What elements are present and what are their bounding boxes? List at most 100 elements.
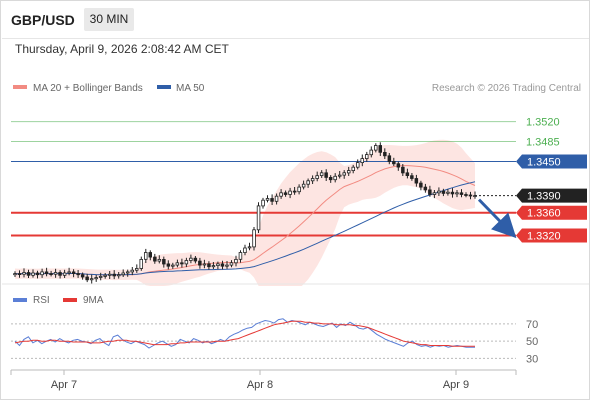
candle-body (108, 273, 112, 276)
resistance-level-label: 1.3520 (526, 117, 560, 129)
bollinger-bands (15, 139, 475, 286)
ma50-legend-swatch (157, 85, 171, 89)
price-levels (11, 121, 516, 237)
candle-body (180, 262, 184, 265)
candle-body (437, 190, 441, 194)
candle-body (171, 264, 175, 267)
candle-body (319, 172, 324, 177)
candle-body (139, 258, 143, 269)
candle-body (117, 274, 121, 277)
candle-body (383, 151, 387, 157)
candle-body (44, 271, 49, 274)
candle-body (351, 166, 355, 171)
timeframe-button[interactable]: 30 MIN (84, 8, 134, 31)
candle-body (121, 272, 126, 276)
ma20-legend-swatch (13, 85, 27, 89)
candle-body (103, 274, 107, 277)
candle-body (333, 175, 337, 181)
candle-body (414, 178, 419, 184)
candle-body (198, 260, 202, 266)
price-level-labels: 1.3520 1.3485 1.3450 1.3390 1.3360 1.3320 (516, 117, 587, 243)
candle-body (189, 257, 193, 261)
candle-body (130, 269, 134, 273)
candle-body (432, 192, 437, 195)
candle-body (13, 273, 17, 276)
rsi-tick-labels: 70 50 30 (526, 319, 538, 366)
candle-body (387, 155, 392, 162)
candle-body (441, 190, 446, 194)
candle-body (261, 199, 265, 207)
candle-body (35, 272, 40, 276)
rsi-grid (11, 323, 516, 359)
candle-body (193, 257, 198, 262)
candle-body (315, 175, 319, 179)
candle-body (238, 252, 243, 260)
support-level-tag (516, 205, 587, 220)
candle-body (378, 145, 382, 153)
candle-body (455, 192, 459, 195)
candle-body (410, 175, 414, 179)
candle-body (428, 189, 432, 195)
candle-body (292, 190, 297, 193)
candle-body (112, 273, 117, 277)
candle-body (342, 172, 346, 176)
rsi-tick-label: 50 (526, 336, 538, 348)
current-price-label: 1.3390 (527, 191, 561, 203)
candle-body (360, 158, 364, 164)
candle-body (279, 192, 283, 197)
candle-body (265, 198, 270, 201)
projection-arrow-line (477, 198, 517, 239)
candle-body (162, 258, 166, 265)
candle-body (80, 274, 85, 278)
candle-body (134, 268, 139, 271)
x-tick-label: Apr 9 (443, 379, 469, 391)
candle-body (26, 272, 31, 276)
resistance-level-label: 1.3485 (526, 137, 560, 149)
ma20-legend-label: MA 20 + Bollinger Bands (33, 83, 143, 94)
credit-label: Research © 2026 Trading Central (432, 83, 581, 94)
candle-body (211, 265, 216, 268)
candle-body (229, 262, 234, 266)
candle-body (71, 271, 76, 274)
candle-body (306, 180, 310, 185)
support-level-label: 1.3320 (527, 231, 561, 243)
candle-body (98, 275, 103, 278)
header-divider (2, 38, 589, 39)
candle-body (225, 264, 229, 267)
candle-body (373, 145, 378, 151)
candle-body (207, 263, 211, 268)
rsi-tick-label: 30 (526, 353, 538, 365)
candle-body (166, 263, 171, 267)
candle-body (252, 229, 256, 248)
candle-body (270, 198, 274, 202)
bollinger-band-area (15, 139, 475, 286)
pivot-level-label: 1.3450 (527, 157, 561, 169)
rsi-line (14, 318, 475, 349)
projection-arrow (477, 198, 517, 239)
candle-body (234, 258, 238, 264)
support-level-tag (516, 228, 587, 243)
candle-body (58, 272, 62, 276)
candle-body (283, 192, 288, 195)
rsi-legend: RSI 9MA (13, 295, 104, 306)
candle-body (40, 271, 44, 276)
candle-body (126, 271, 130, 274)
candle-body (17, 273, 22, 276)
rsi-ma9-line (14, 320, 475, 347)
candle-body (85, 276, 89, 281)
candle-body (274, 195, 279, 202)
candle-body (346, 170, 351, 174)
candle-body (464, 194, 468, 196)
ma50-legend-label: MA 50 (176, 83, 205, 94)
pivot-level-tag (516, 154, 587, 169)
candle-body (220, 263, 225, 267)
candle-body (337, 174, 342, 177)
candle-body (423, 186, 428, 191)
candle-body (243, 247, 247, 253)
rsi-tick-label: 70 (526, 319, 538, 331)
candle-body (401, 166, 405, 174)
symbol-title: GBP/USD (11, 12, 75, 28)
ma50-line (14, 181, 476, 276)
candle-body (76, 273, 80, 276)
